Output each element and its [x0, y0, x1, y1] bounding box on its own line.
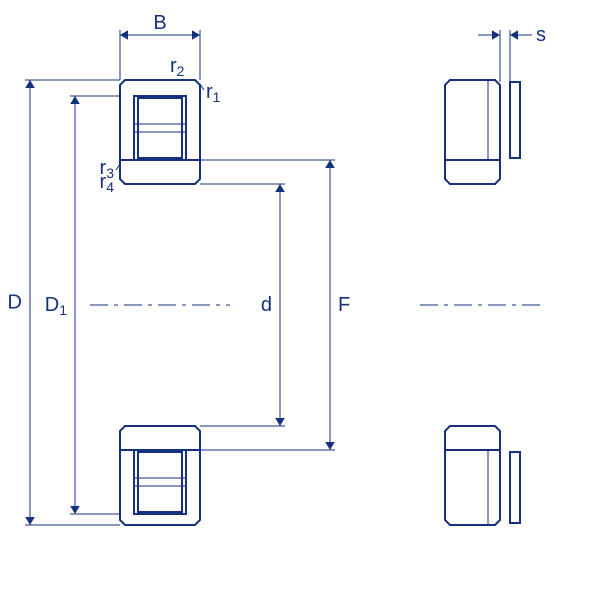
dim-s: s [536, 24, 546, 46]
dim-F: F [338, 294, 350, 316]
bearing-diagram: DD1dFBsr2r1r3r4 [0, 0, 600, 600]
dim-D: D [8, 292, 22, 314]
dim-B: B [153, 12, 166, 34]
dim-d: d [261, 294, 272, 316]
